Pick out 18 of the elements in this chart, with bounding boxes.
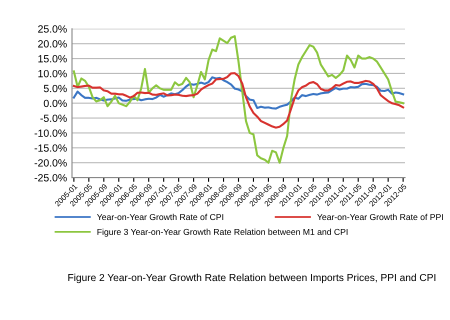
y-tick-label: -10.0% (34, 129, 67, 137)
y-tick-label: -20.0% (34, 159, 67, 167)
line-series (72, 76, 404, 110)
caption: Figure 2 Year-on-Year Growth Rate Relation between Imports Prices, PPI and CPI (68, 274, 436, 284)
line-series (72, 72, 404, 129)
y-tick-label: 0.0% (44, 100, 67, 108)
legend-label: Year-on-Year Growth Rate of PPI (317, 214, 443, 220)
y-tick-label: 5.0% (44, 84, 67, 92)
y-tick-label: 10.0% (38, 70, 67, 78)
y-tick-label: -15.0% (34, 144, 67, 152)
y-tick-label: -25.0% (34, 174, 67, 182)
legend-label: Figure 3 Year-on-Year Growth Rate Relation between M1 and CPI (98, 228, 348, 237)
y-tick-label: 20.0% (38, 40, 67, 48)
y-tick-label: 15.0% (38, 55, 67, 62)
y-tick-label: -5.0% (40, 114, 67, 122)
legend-label: Year-on-Year Growth Rate of CPI (96, 214, 224, 220)
line-series (72, 35, 404, 164)
y-tick-label: 25.0% (38, 25, 67, 33)
